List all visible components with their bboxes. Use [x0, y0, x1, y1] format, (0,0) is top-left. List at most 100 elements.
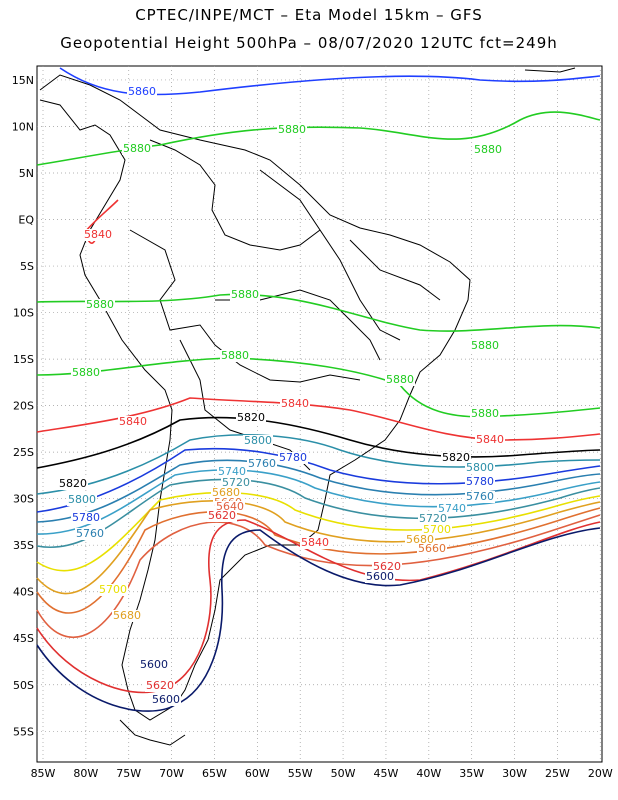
contour-label-bg — [473, 144, 503, 156]
contour-label-bg — [441, 452, 471, 464]
contour-label-5800: 5800 — [244, 434, 272, 447]
contour-label-bg — [385, 374, 415, 386]
contour-label-5880: 5880 — [72, 366, 100, 379]
contour-label-bg — [151, 694, 181, 706]
contour-5700 — [36, 491, 601, 572]
contour-5640 — [36, 514, 601, 639]
lat-tick-label: 20S — [13, 400, 34, 413]
contour-5840 — [36, 397, 601, 441]
axis-ticks: 15N 10N 5N EQ 5S 10S 15S 20S 25S 30S 35S 40S 45S 50S 5… — [12, 74, 613, 780]
contour-label-5880: 5880 — [86, 298, 114, 311]
lat-tick-label: 45S — [13, 632, 34, 645]
contour-label-5620: 5620 — [146, 679, 174, 692]
lon-tick-label: 35W — [459, 767, 484, 780]
map-frame — [36, 65, 603, 763]
contour-label-5620: 5620 — [373, 560, 401, 573]
contour-label-bg — [83, 229, 113, 241]
contour-label-bg — [122, 143, 152, 155]
contour-label-bg — [71, 512, 101, 524]
contour-label-bg — [465, 462, 495, 474]
contour-label-bg — [75, 528, 105, 540]
contour-label-5760: 5760 — [248, 457, 276, 470]
contour-label-5880: 5880 — [231, 288, 259, 301]
lon-tick-label: 25W — [545, 767, 570, 780]
contour-label-bg — [230, 289, 260, 301]
map-subtitle: Geopotential Height 500hPa – 08/07/2020 … — [60, 34, 558, 52]
contour-5680 — [36, 500, 601, 595]
lat-tick-label: 25S — [13, 446, 34, 459]
lat-tick-label: 5S — [20, 260, 34, 273]
contour-label-5660: 5660 — [418, 542, 446, 555]
contour-label-bg — [278, 452, 308, 464]
contour-label-bg — [139, 659, 169, 671]
lat-tick-label: 15S — [13, 353, 34, 366]
contour-label-bg — [465, 491, 495, 503]
lat-tick-label: 15N — [12, 74, 34, 87]
contour-label-5780: 5780 — [466, 475, 494, 488]
contour-label-5880: 5880 — [278, 123, 306, 136]
contour-label-bg — [437, 503, 467, 515]
contour-label-5680: 5680 — [113, 609, 141, 622]
contour-label-bg — [475, 434, 505, 446]
contour-5600 — [36, 527, 601, 712]
lat-tick-label: EQ — [18, 214, 34, 227]
contour-label-5600: 5600 — [152, 693, 180, 706]
contour-label-bg — [85, 299, 115, 311]
contour-5880-north — [36, 111, 601, 166]
contour-5820 — [36, 416, 601, 469]
contour-5780 — [36, 447, 601, 513]
contour-label-bg — [112, 610, 142, 622]
contour-label-5740: 5740 — [438, 502, 466, 515]
contour-label-5760: 5760 — [466, 490, 494, 503]
contour-label-5800: 5800 — [68, 493, 96, 506]
contour-label-5820: 5820 — [442, 451, 470, 464]
contour-label-5880: 5880 — [474, 143, 502, 156]
contour-label-bg — [247, 458, 277, 470]
contour-label-bg — [67, 494, 97, 506]
lat-tick-label: 10S — [13, 307, 34, 320]
contour-label-bg — [220, 350, 250, 362]
contour-label-5840: 5840 — [119, 415, 147, 428]
contour-labels: 5860 5880 5880 5880 5880 5880 5880 5880 5880 5880… — [58, 85, 505, 706]
contour-label-bg — [470, 340, 500, 352]
contour-label-5880: 5880 — [221, 349, 249, 362]
lon-tick-label: 55W — [288, 767, 313, 780]
contour-label-bg — [217, 466, 247, 478]
contour-label-5860: 5860 — [128, 85, 156, 98]
contour-label-bg — [118, 416, 148, 428]
contour-label-5720: 5720 — [222, 476, 250, 489]
contour-label-5700: 5700 — [99, 583, 127, 596]
lon-tick-label: 75W — [116, 767, 141, 780]
contour-label-bg — [243, 435, 273, 447]
contour-label-bg — [71, 367, 101, 379]
contour-label-bg — [277, 124, 307, 136]
contour-label-5780: 5780 — [279, 451, 307, 464]
contour-label-bg — [58, 478, 88, 490]
lat-tick-label: 5N — [19, 167, 34, 180]
contour-label-bg — [300, 537, 330, 549]
contour-label-5680: 5680 — [212, 486, 240, 499]
contour-label-5880: 5880 — [471, 407, 499, 420]
contour-label-5840: 5840 — [476, 433, 504, 446]
lon-tick-label: 85W — [31, 767, 56, 780]
contour-label-bg — [422, 524, 452, 536]
contour-label-5820: 5820 — [237, 411, 265, 424]
contour-label-bg — [470, 408, 500, 420]
contour-label-5600: 5600 — [140, 658, 168, 671]
contour-label-bg — [236, 412, 266, 424]
contour-label-5620: 5620 — [208, 509, 236, 522]
contour-label-5840: 5840 — [84, 228, 112, 241]
lon-tick-label: 65W — [202, 767, 227, 780]
contour-5720 — [36, 478, 601, 549]
contour-label-bg — [465, 476, 495, 488]
lon-tick-label: 80W — [73, 767, 98, 780]
lon-tick-label: 50W — [331, 767, 356, 780]
contour-5880-mid — [36, 293, 601, 332]
contour-label-5700: 5700 — [423, 523, 451, 536]
contour-label-5780: 5780 — [72, 511, 100, 524]
contour-5760 — [36, 459, 601, 523]
contour-5880-south — [36, 357, 601, 418]
contour-label-bg — [372, 561, 402, 573]
contour-label-5740: 5740 — [218, 465, 246, 478]
